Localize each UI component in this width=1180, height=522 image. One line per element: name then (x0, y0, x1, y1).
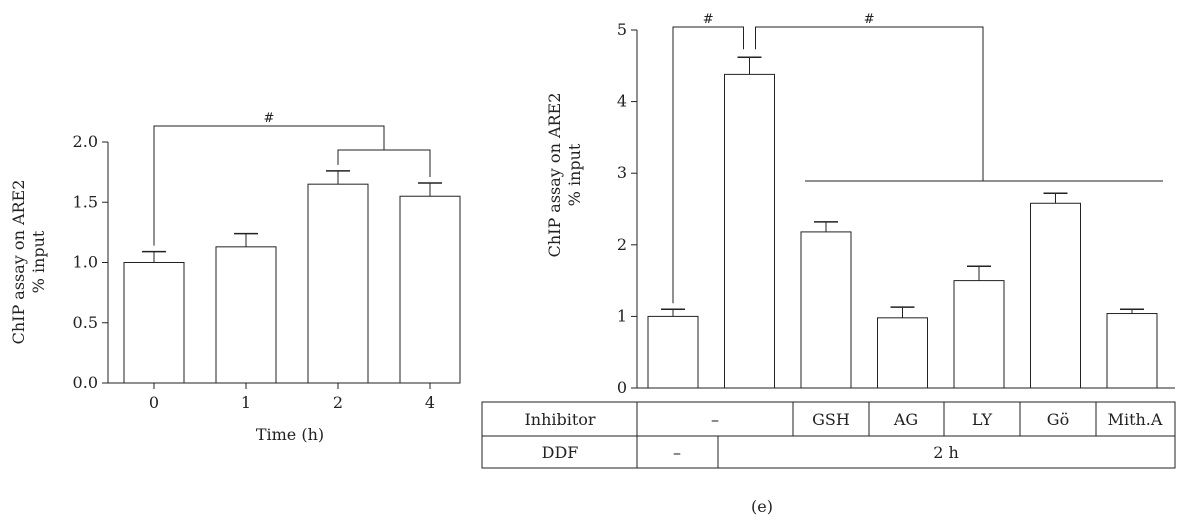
table-frame (481, 401, 1176, 469)
panel-label: (e) (751, 497, 773, 516)
right-bar (1030, 202, 1081, 389)
left-y-axis-title-line2: % input (29, 230, 48, 293)
left-y-tick-label: 0.5 (73, 313, 98, 332)
right-inhibitor-chart: ChIP assay on ARE2 % input 0 1 2 3 4 5 # # (545, 12, 1175, 397)
right-y-tick-label: 3 (617, 163, 627, 182)
right-bar (953, 280, 1005, 389)
left-y-tick-label: 2.0 (73, 132, 98, 151)
right-y-tick-label: 5 (617, 20, 627, 39)
table-inhibitor-cell: AG (893, 410, 918, 429)
right-significance-label: # (703, 12, 714, 27)
right-y-tick-label: 1 (617, 306, 627, 325)
table-inhibitor-cell: LY (972, 410, 993, 429)
table-inhibitor-cell: GSH (812, 410, 850, 429)
right-y-axis-title-line2: % input (565, 143, 584, 206)
left-y-tick-label: 0.0 (73, 373, 98, 392)
right-bar (724, 73, 775, 389)
left-bar (215, 246, 277, 384)
right-y-tick-label: 0 (617, 378, 627, 397)
left-x-tick-label: 1 (241, 393, 251, 412)
table-row1-header: Inhibitor (524, 410, 595, 429)
table-ddf-cell: – (673, 443, 681, 462)
left-bar (399, 195, 461, 384)
left-bar (307, 183, 369, 384)
left-time-course-chart: ChIP assay on ARE2 % input Time (h) 0.0 0… (9, 111, 461, 444)
left-y-axis-title-line1: ChIP assay on ARE2 (9, 180, 28, 345)
left-x-tick-label: 2 (333, 393, 343, 412)
right-bar (647, 315, 699, 389)
left-bar (123, 262, 185, 384)
right-bar (800, 231, 852, 389)
right-bar (1106, 313, 1158, 389)
left-x-axis-title: Time (h) (256, 425, 324, 444)
table-row2-header: DDF (542, 443, 579, 462)
right-y-tick-label: 4 (617, 92, 627, 111)
left-significance-label: # (264, 111, 275, 126)
right-significance-label: # (864, 12, 875, 27)
treatment-table: Inhibitor DDF – GSH AG LY Gö Mith.A – 2 … (481, 401, 1176, 469)
left-significance-inner-bracket (337, 149, 431, 177)
right-significance-bracket-1 (672, 26, 744, 304)
right-significance-bracket-2 (755, 26, 984, 181)
right-y-tick-label: 2 (617, 235, 627, 254)
left-significance-bracket (153, 125, 385, 246)
table-ddf-cell: 2 h (933, 443, 959, 462)
right-y-axis-title-line1: ChIP assay on ARE2 (545, 93, 564, 258)
left-x-tick-label: 0 (149, 393, 159, 412)
right-bar (877, 317, 928, 389)
table-inhibitor-cell: Mith.A (1108, 410, 1163, 429)
left-y-tick-label: 1.5 (73, 192, 98, 211)
table-inhibitor-cell: Gö (1047, 410, 1069, 429)
left-y-tick-label: 1.0 (73, 253, 98, 272)
table-inhibitor-cell: – (711, 410, 719, 429)
left-x-tick-label: 4 (425, 393, 435, 412)
